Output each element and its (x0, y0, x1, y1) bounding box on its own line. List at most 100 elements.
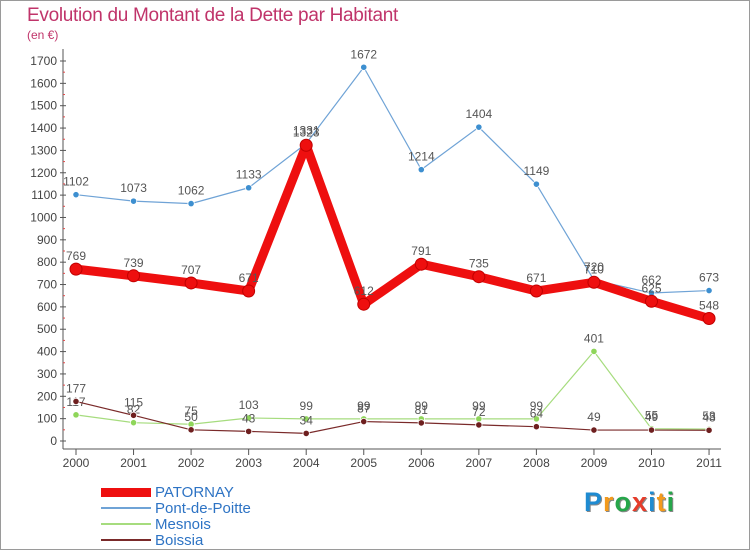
point-patornay-2002 (184, 276, 198, 290)
x-tick-label-2007: 2007 (465, 456, 492, 470)
y-tick-label-1600: 1600 (30, 76, 57, 90)
point-patornay-2001 (127, 269, 141, 283)
data-label-patornay-2005: 612 (354, 284, 374, 298)
point-patornay-2004 (299, 138, 313, 152)
data-label-mesnois-2011: 53 (702, 409, 716, 423)
point-boissia-2009 (590, 426, 598, 434)
data-label-boissia-2008: 64 (530, 407, 544, 421)
point-boissia-2002 (187, 426, 195, 434)
y-tick-label-900: 900 (37, 233, 57, 247)
y-tick-label-1200: 1200 (30, 166, 57, 180)
y-tick-label-1400: 1400 (30, 121, 57, 135)
point-pont-de-poitte-2001 (129, 197, 138, 205)
data-label-boissia-2000: 177 (66, 381, 86, 395)
legend-label-pont-de-poitte: Pont-de-Poitte (155, 500, 251, 517)
point-pont-de-poitte-2008 (532, 180, 541, 188)
y-tick-label-700: 700 (37, 278, 57, 292)
data-label-mesnois-2008: 99 (530, 399, 544, 413)
data-label-boissia-2005: 87 (357, 402, 371, 416)
chart-title: Evolution du Montant de la Dette par Hab… (27, 5, 398, 26)
series-line-boissia (75, 400, 710, 434)
x-tick-label-2001: 2001 (120, 456, 147, 470)
data-label-boissia-2007: 72 (472, 405, 486, 419)
point-mesnois-2004 (302, 415, 310, 423)
point-pont-de-poitte-2011 (705, 286, 713, 295)
x-tick-label-2000: 2000 (63, 456, 90, 470)
series-line-mesnois (75, 350, 710, 430)
y-tick-label-1100: 1100 (31, 188, 57, 202)
x-tick-label-2004: 2004 (293, 456, 320, 470)
series-line-patornay (75, 140, 711, 323)
logo-letter: x (632, 487, 649, 517)
data-label-boissia-2006: 81 (415, 403, 429, 417)
point-pont-de-poitte-2007 (475, 123, 483, 131)
x-tick-label-2011: 2011 (696, 456, 722, 470)
data-label-mesnois-2001: 82 (127, 403, 141, 417)
x-tick-label-2008: 2008 (523, 456, 550, 470)
chart-subtitle: (en €) (27, 28, 59, 42)
point-patornay-2007 (472, 270, 486, 284)
point-boissia-2001 (129, 411, 138, 419)
data-label-patornay-2010: 625 (641, 281, 661, 295)
legend-item-boissia: Boissia (101, 532, 401, 549)
logo-letter: i (648, 487, 657, 517)
legend-item-mesnois: Mesnois (101, 516, 401, 533)
y-tick-label-1500: 1500 (30, 99, 57, 113)
proxiti-logo: Proxiti (584, 487, 675, 518)
point-boissia-2011 (705, 426, 713, 434)
data-label-pont-de-poitte-2004: 1331 (293, 123, 320, 137)
logo-letter: o (614, 487, 633, 517)
data-label-mesnois-2007: 99 (472, 399, 486, 413)
data-label-mesnois-2009: 401 (584, 331, 604, 345)
y-tick-label-800: 800 (37, 255, 57, 269)
data-label-boissia-2010: 49 (645, 410, 659, 424)
x-tick-label-2005: 2005 (350, 456, 377, 470)
data-label-pont-de-poitte-2000: 1102 (63, 175, 89, 189)
point-patornay-2008 (529, 284, 543, 298)
point-patornay-2010 (645, 294, 658, 308)
x-tick-label-2006: 2006 (408, 456, 435, 470)
data-label-patornay-2011: 548 (699, 299, 719, 313)
data-label-patornay-2003: 671 (239, 271, 259, 285)
data-label-pont-de-poitte-2007: 1404 (465, 107, 492, 121)
point-patornay-2000 (69, 262, 83, 276)
data-label-patornay-2006: 791 (411, 244, 431, 258)
point-mesnois-2003 (245, 414, 253, 422)
data-label-boissia-2009: 49 (587, 410, 601, 424)
data-label-pont-de-poitte-2006: 1214 (408, 150, 435, 164)
y-tick-label-600: 600 (37, 300, 57, 314)
point-mesnois-2009 (590, 347, 598, 355)
data-label-boissia-2003: 43 (242, 411, 256, 425)
x-tick-label-2010: 2010 (638, 456, 665, 470)
point-pont-de-poitte-2003 (245, 184, 253, 192)
logo-letter: i (666, 487, 676, 517)
point-boissia-2010 (647, 426, 656, 434)
data-label-patornay-2009: 710 (584, 262, 604, 276)
legend-swatch-boissia (101, 539, 151, 541)
data-label-mesnois-2006: 99 (415, 399, 429, 413)
legend-item-pont-de-poitte: Pont-de-Poitte (101, 500, 401, 517)
data-label-boissia-2001: 115 (124, 395, 143, 409)
legend-item-patornay: PATORNAY (101, 484, 401, 501)
data-label-patornay-2002: 707 (181, 263, 201, 277)
point-boissia-2004 (302, 429, 310, 437)
data-label-boissia-2002: 50 (184, 410, 198, 424)
data-label-patornay-2004: 1323 (293, 125, 320, 139)
point-mesnois-2001 (129, 419, 138, 427)
logo-letter: P (584, 487, 604, 517)
point-patornay-2005 (357, 297, 371, 311)
series-line-pont-de-poitte (75, 66, 710, 294)
data-label-pont-de-poitte-2010: 662 (641, 273, 661, 287)
y-tick-label-300: 300 (37, 367, 57, 381)
data-label-pont-de-poitte-2002: 1062 (178, 184, 205, 198)
y-tick-label-1000: 1000 (30, 210, 57, 224)
legend-swatch-mesnois (101, 523, 151, 525)
point-pont-de-poitte-2005 (360, 63, 368, 71)
data-label-mesnois-2003: 103 (239, 398, 259, 412)
data-label-patornay-2000: 769 (66, 249, 86, 263)
data-label-mesnois-2005: 99 (357, 399, 371, 413)
y-tick-label-400: 400 (37, 345, 57, 359)
point-boissia-2007 (475, 421, 483, 429)
